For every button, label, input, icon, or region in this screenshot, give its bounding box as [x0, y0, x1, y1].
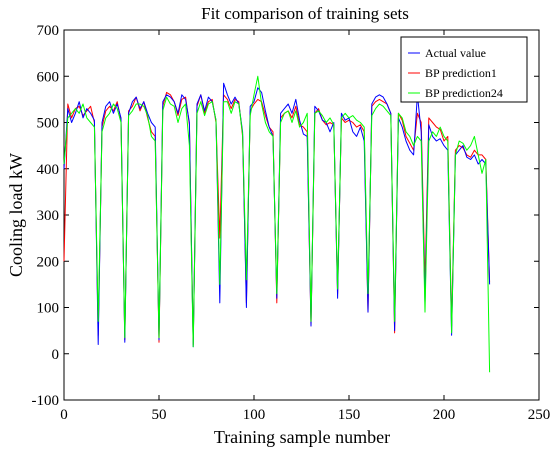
legend-label-bp-prediction1: BP prediction1 [425, 66, 497, 80]
x-tick-label: 200 [433, 407, 456, 423]
series-layer [63, 75, 491, 373]
y-axis-label: Cooling load kW [6, 153, 26, 277]
x-axis-label: Training sample number [214, 427, 390, 447]
y-tick-label: 300 [37, 208, 60, 224]
legend-label-bp-prediction24: BP prediction24 [425, 86, 503, 100]
legend-label-actual-value: Actual value [425, 46, 486, 60]
chart-title: Fit comparison of training sets [201, 4, 409, 23]
x-tick-label: 100 [243, 407, 266, 423]
x-axis-ticks: 0 50 100 150 200 250 [60, 30, 550, 423]
x-tick-label: 50 [152, 407, 167, 423]
series-line-bp-prediction1 [63, 91, 491, 345]
series-line-bp-prediction24 [63, 75, 491, 373]
y-tick-label: 200 [37, 254, 60, 270]
legend: Actual value BP prediction1 BP prediction2… [400, 36, 528, 103]
y-tick-label: 500 [37, 116, 60, 132]
y-tick-label: 0 [52, 347, 60, 363]
series-line-actual-value [63, 82, 491, 348]
legend-box [400, 36, 528, 103]
x-tick-label: 0 [60, 407, 68, 423]
y-axis-ticks: -100 0 100 200 300 400 500 600 700 [32, 23, 539, 409]
y-tick-label: 700 [37, 23, 60, 39]
x-tick-label: 250 [528, 407, 550, 423]
y-tick-label: -100 [32, 393, 60, 409]
x-tick-label: 150 [338, 407, 361, 423]
y-tick-label: 100 [37, 301, 60, 317]
y-tick-label: 400 [37, 162, 60, 178]
y-tick-label: 600 [37, 69, 60, 85]
